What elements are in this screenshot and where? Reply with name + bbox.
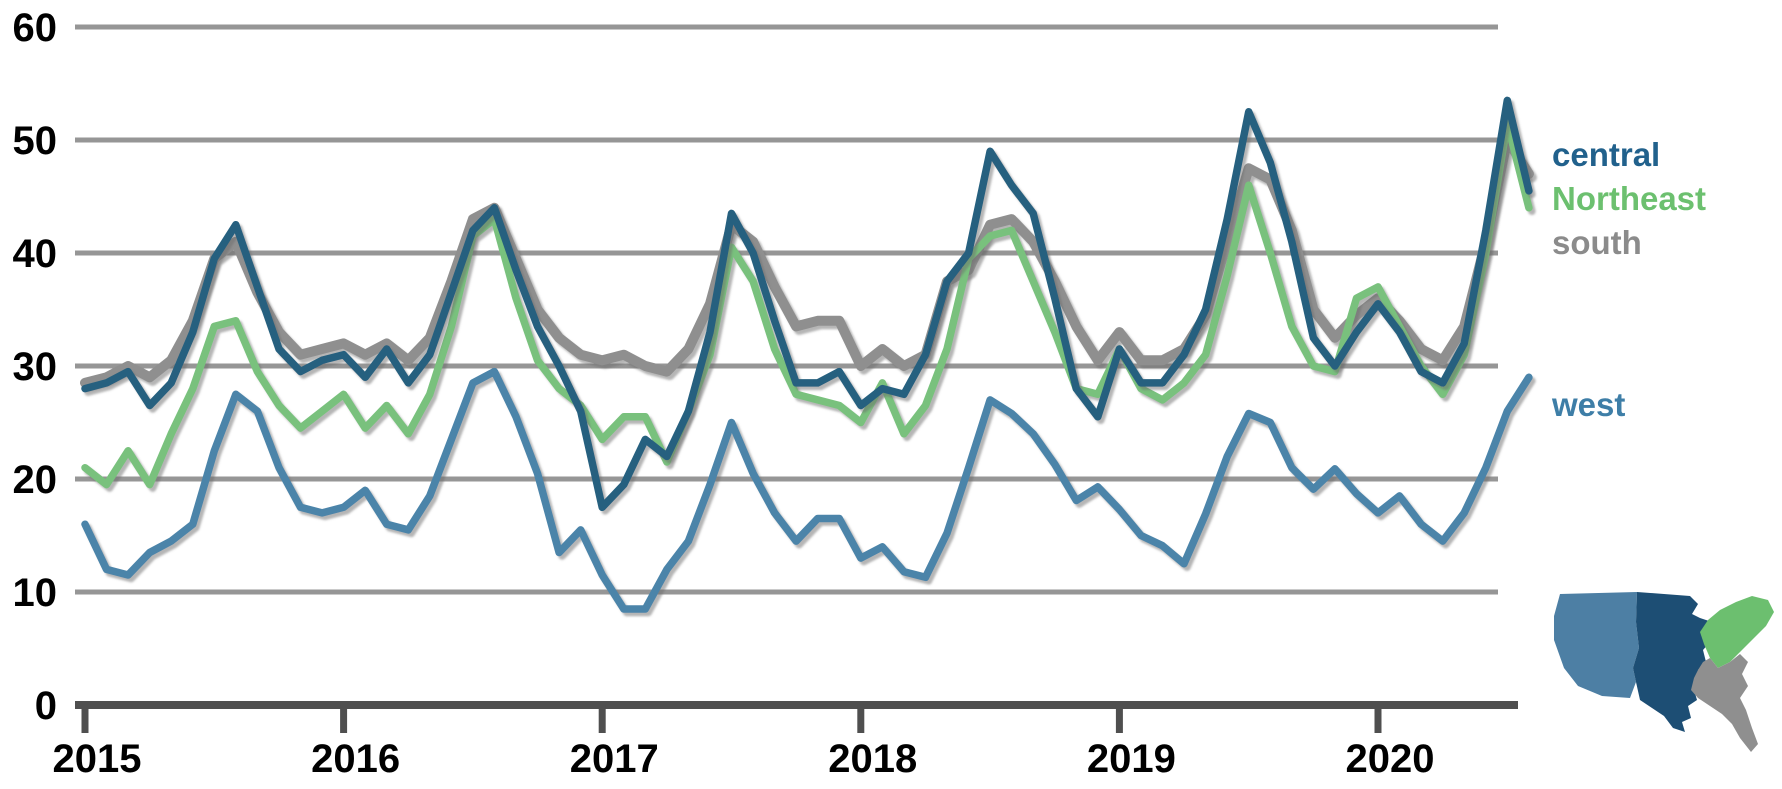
y-tick-label-0: 0 [35,684,57,728]
x-tick-label-2015: 2015 [53,737,142,781]
y-tick-label-40: 40 [13,232,58,276]
series-line-central [81,96,1533,512]
series-label-west: west [1552,386,1626,423]
y-tick-label-10: 10 [13,571,58,615]
series-line-Northeast [81,119,1533,489]
axes [75,701,1518,733]
series-label-Northeast: Northeast [1552,180,1707,217]
map-region-west [1554,592,1639,698]
y-tick-label-30: 30 [13,345,58,389]
map-region-central [1633,592,1718,732]
x-tick-label-2018: 2018 [828,737,917,781]
series-line-west [81,367,1533,613]
us-region-map [1540,570,1782,789]
y-tick-label-60: 60 [13,6,58,50]
map-region-south [1691,654,1758,752]
series-lines [80,96,1534,613]
series-label-central: central [1552,136,1661,173]
y-tick-label-20: 20 [13,458,58,502]
series-line-south [80,135,1534,388]
x-tick-label-2017: 2017 [570,737,659,781]
axis-labels: 0 10 20 30 40 50 60 2015 2016 2017 2018 2019 2020 [13,6,1435,781]
x-tick-label-2019: 2019 [1087,737,1176,781]
x-tick-label-2020: 2020 [1346,737,1435,781]
y-tick-label-50: 50 [13,119,58,163]
series-label-south: south [1552,224,1642,261]
x-tick-label-2016: 2016 [311,737,400,781]
map-region-northeast [1700,596,1774,668]
